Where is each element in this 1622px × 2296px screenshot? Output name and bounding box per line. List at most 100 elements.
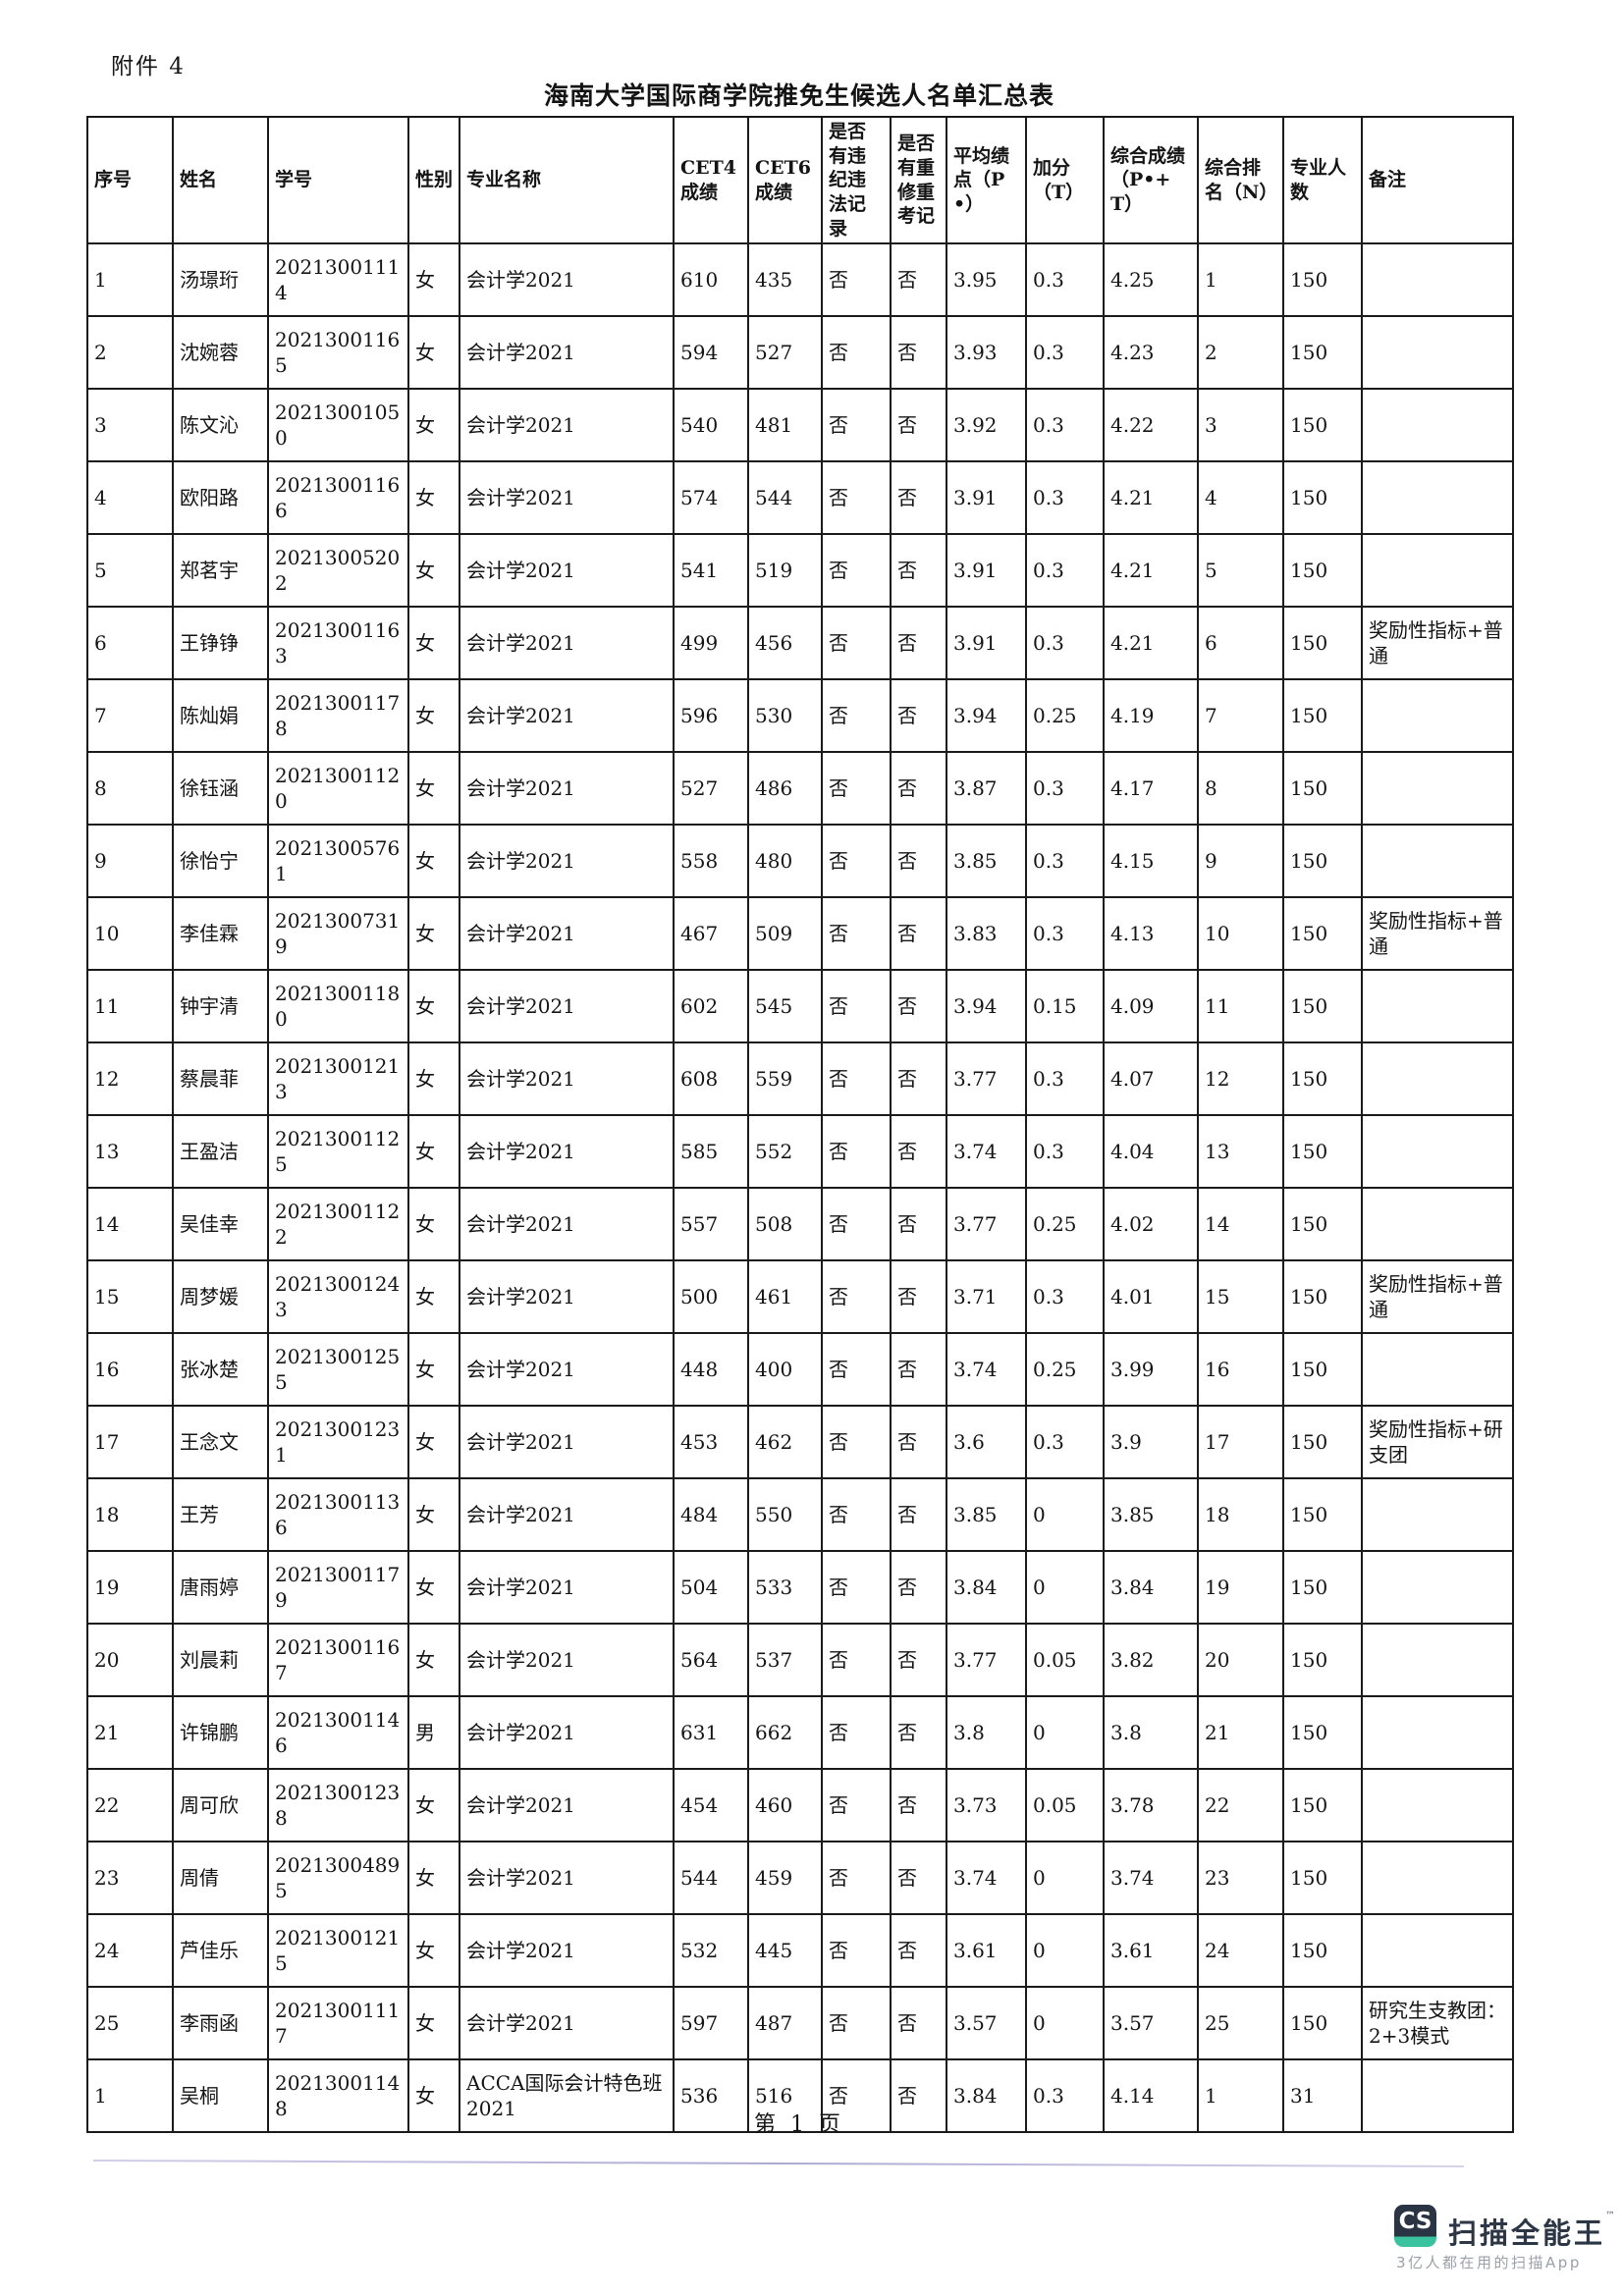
cell-gpa: 3.95 bbox=[946, 242, 1027, 318]
cell-cet4-score: 564 bbox=[673, 1623, 749, 1698]
cell-major: 会计学2021 bbox=[459, 1550, 675, 1626]
cell-gender: 女 bbox=[407, 315, 460, 391]
candidate-roster-table: 序号 姓名 学号 性别 专业名称 CET4成绩 CET6成绩 是否有违纪违法记录 是否有重修重考… bbox=[86, 115, 1514, 2134]
cell-remark bbox=[1361, 242, 1514, 318]
cell-retake-record: 否 bbox=[890, 388, 947, 463]
table-row: 1 吴桐 20213001148 女 ACCA国际会计特色班2021 536 516 否否 3.… bbox=[86, 2058, 1514, 2134]
cell-discipline-record: 否 bbox=[821, 1041, 892, 1117]
cell-cet6-score: 461 bbox=[747, 1259, 823, 1335]
cell-retake-record: 否 bbox=[890, 1477, 947, 1553]
cell-major: 会计学2021 bbox=[459, 824, 675, 899]
cell-retake-record: 否 bbox=[890, 460, 947, 536]
cell-retake-record: 否 bbox=[890, 1405, 947, 1480]
cell-gender: 女 bbox=[407, 1768, 460, 1843]
cell-major: 会计学2021 bbox=[459, 460, 675, 536]
column-header-major-count: 专业人数 bbox=[1282, 115, 1363, 245]
cell-cet6-score: 530 bbox=[747, 678, 823, 754]
cell-composite-rank: 21 bbox=[1197, 1695, 1284, 1771]
cell-student-id: 20213001166 bbox=[267, 460, 409, 536]
cell-composite-score: 4.13 bbox=[1103, 896, 1199, 972]
cell-cet4-score: 631 bbox=[673, 1695, 749, 1771]
cell-retake-record: 否 bbox=[890, 1841, 947, 1916]
camscanner-brand-name: 扫描全能王™ bbox=[1448, 2211, 1615, 2252]
cell-student-id: 20213001120 bbox=[267, 751, 409, 827]
cell-composite-rank: 7 bbox=[1197, 678, 1284, 754]
cell-student-id: 20213001213 bbox=[267, 1041, 409, 1117]
cell-cet6-score: 516 bbox=[747, 2058, 823, 2134]
cell-student-id: 20213001148 bbox=[267, 2058, 409, 2134]
table-row: 2 沈婉蓉 20213001165 女会计学2021 594 527 否否 3.93 0.3 4.… bbox=[86, 315, 1514, 391]
cell-composite-score: 4.01 bbox=[1103, 1259, 1199, 1335]
cell-major: 会计学2021 bbox=[459, 388, 675, 463]
cell-cet4-score: 585 bbox=[673, 1114, 749, 1190]
cell-major-count: 150 bbox=[1282, 1114, 1363, 1190]
cell-gpa: 3.57 bbox=[946, 1986, 1027, 2061]
cell-name: 张冰楚 bbox=[172, 1332, 269, 1408]
cell-bonus: 0 bbox=[1025, 1695, 1105, 1771]
table-row: 18 王芳 20213001136 女会计学2021 484 550 否否 3.85 0 3.85… bbox=[86, 1477, 1514, 1553]
cell-index: 8 bbox=[86, 751, 174, 827]
cell-cet4-score: 536 bbox=[673, 2058, 749, 2134]
cell-remark: 研究生支教团：2+3模式 bbox=[1361, 1986, 1514, 2061]
cell-composite-rank: 8 bbox=[1197, 751, 1284, 827]
cell-gpa: 3.85 bbox=[946, 1477, 1027, 1553]
cell-index: 25 bbox=[86, 1986, 174, 2061]
trademark-symbol: ™ bbox=[1605, 2211, 1616, 2221]
cell-major-count: 150 bbox=[1282, 1550, 1363, 1626]
cell-discipline-record: 否 bbox=[821, 1405, 892, 1480]
cell-major-count: 150 bbox=[1282, 388, 1363, 463]
cell-major: 会计学2021 bbox=[459, 1841, 675, 1916]
cell-composite-score: 4.19 bbox=[1103, 678, 1199, 754]
cell-cet6-score: 519 bbox=[747, 533, 823, 609]
cell-bonus: 0.3 bbox=[1025, 896, 1105, 972]
cell-cet4-score: 557 bbox=[673, 1187, 749, 1262]
cell-bonus: 0.25 bbox=[1025, 678, 1105, 754]
cell-remark: 奖励性指标+普通 bbox=[1361, 1259, 1514, 1335]
column-header-index: 序号 bbox=[86, 115, 174, 245]
cell-major-count: 150 bbox=[1282, 1695, 1363, 1771]
cell-index: 18 bbox=[86, 1477, 174, 1553]
cell-major: 会计学2021 bbox=[459, 1405, 675, 1480]
cell-gender: 女 bbox=[407, 460, 460, 536]
cell-bonus: 0 bbox=[1025, 1986, 1105, 2061]
cell-composite-score: 3.8 bbox=[1103, 1695, 1199, 1771]
cell-retake-record: 否 bbox=[890, 1187, 947, 1262]
cell-bonus: 0.3 bbox=[1025, 315, 1105, 391]
cell-gpa: 3.91 bbox=[946, 533, 1027, 609]
cell-major: 会计学2021 bbox=[459, 1913, 675, 1989]
cell-cet4-score: 608 bbox=[673, 1041, 749, 1117]
cell-remark bbox=[1361, 315, 1514, 391]
cell-discipline-record: 否 bbox=[821, 388, 892, 463]
column-header-student-id: 学号 bbox=[267, 115, 409, 245]
cell-name: 周倩 bbox=[172, 1841, 269, 1916]
cell-major-count: 150 bbox=[1282, 1913, 1363, 1989]
cell-cet4-score: 448 bbox=[673, 1332, 749, 1408]
column-header-composite-score: 综合成绩（P•+T） bbox=[1103, 115, 1199, 245]
cell-major-count: 31 bbox=[1282, 2058, 1363, 2134]
cell-gender: 女 bbox=[407, 969, 460, 1044]
cell-cet6-score: 486 bbox=[747, 751, 823, 827]
cell-major: 会计学2021 bbox=[459, 751, 675, 827]
cell-composite-score: 4.07 bbox=[1103, 1041, 1199, 1117]
cell-remark bbox=[1361, 1187, 1514, 1262]
cell-index: 11 bbox=[86, 969, 174, 1044]
cell-composite-rank: 1 bbox=[1197, 2058, 1284, 2134]
cell-discipline-record: 否 bbox=[821, 1187, 892, 1262]
cell-cet4-score: 454 bbox=[673, 1768, 749, 1843]
cell-cet4-score: 532 bbox=[673, 1913, 749, 1989]
cell-major-count: 150 bbox=[1282, 1623, 1363, 1698]
cell-cet6-score: 435 bbox=[747, 242, 823, 318]
cell-composite-rank: 5 bbox=[1197, 533, 1284, 609]
cell-composite-score: 4.22 bbox=[1103, 388, 1199, 463]
cell-major-count: 150 bbox=[1282, 315, 1363, 391]
cell-gpa: 3.74 bbox=[946, 1332, 1027, 1408]
cell-index: 21 bbox=[86, 1695, 174, 1771]
cell-bonus: 0.3 bbox=[1025, 751, 1105, 827]
cell-major-count: 150 bbox=[1282, 751, 1363, 827]
cell-gender: 女 bbox=[407, 1332, 460, 1408]
cell-gpa: 3.8 bbox=[946, 1695, 1027, 1771]
cell-composite-score: 4.21 bbox=[1103, 533, 1199, 609]
cell-retake-record: 否 bbox=[890, 896, 947, 972]
cell-discipline-record: 否 bbox=[821, 1695, 892, 1771]
cell-name: 王盈洁 bbox=[172, 1114, 269, 1190]
